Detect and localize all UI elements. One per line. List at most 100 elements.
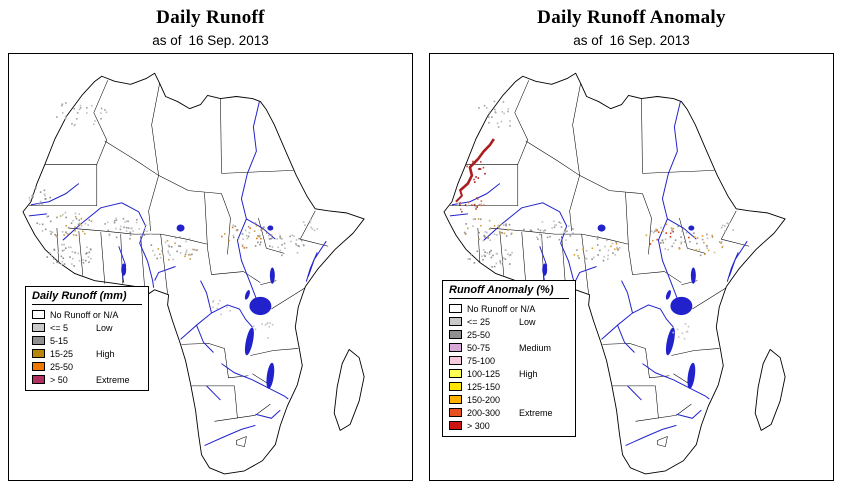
legend-entry: 5-15	[32, 334, 142, 347]
legend-range: <= 5	[50, 322, 69, 333]
runoff-speckles	[28, 102, 319, 339]
legend-entry: 75-100	[449, 354, 569, 367]
legend-qualifier: Extreme	[96, 374, 130, 385]
legend-swatch	[32, 375, 45, 384]
lake-tana	[688, 225, 695, 231]
legend-range: 5-15	[50, 335, 69, 346]
legend-entry: 150-200	[449, 393, 569, 406]
legend-qualifier: High	[96, 348, 115, 359]
legend-swatch	[449, 395, 462, 404]
legend-daily-runoff: Daily Runoff (mm) No Runoff or N/A <= 5 Lo…	[25, 286, 149, 391]
rivers	[449, 101, 748, 447]
legend-entries: No Runoff or N/A <= 25 Low 25-50 50-75 Medium…	[449, 302, 569, 432]
legend-range: > 50	[50, 374, 68, 385]
legend-swatch	[32, 310, 45, 319]
page-title: Daily Runoff Anomaly	[537, 7, 726, 28]
panel-daily-runoff: Daily Runoff as of 16 Sep. 2013	[8, 0, 413, 481]
legend-range: 75-100	[467, 355, 496, 366]
lake-chad	[176, 224, 185, 232]
legend-range: 25-50	[467, 329, 491, 340]
lakes	[121, 224, 275, 389]
runoff-speckles	[457, 100, 735, 340]
legend-title: Runoff Anomaly (%)	[449, 284, 569, 299]
subtitle-prefix: as of	[152, 33, 182, 48]
legend-range: 15-25	[50, 348, 74, 359]
map-canvas	[9, 54, 412, 480]
legend-entry: > 50 Extreme	[32, 373, 142, 386]
lake-chad	[597, 224, 606, 232]
panel-titles: Daily Runoff Anomaly as of 16 Sep. 2013	[429, 0, 834, 53]
subtitle-prefix: as of	[573, 33, 603, 48]
lakes	[542, 224, 696, 389]
legend-range: 100-125	[467, 368, 501, 379]
lake-turkana	[690, 267, 696, 284]
legend-entry: 50-75 Medium	[449, 341, 569, 354]
legend-range: No Runoff or N/A	[467, 303, 536, 314]
lake-malawi	[266, 362, 275, 389]
legend-qualifier: Extreme	[519, 407, 553, 418]
anomaly-streak	[459, 138, 495, 192]
legend-range: 125-150	[467, 381, 501, 392]
legend-entry: 25-50	[449, 328, 569, 341]
panel-titles: Daily Runoff as of 16 Sep. 2013	[8, 0, 413, 53]
africa-map	[22, 72, 365, 475]
madagascar	[333, 349, 365, 431]
legend-qualifier: Low	[96, 322, 113, 333]
legend-range: <= 25	[467, 316, 491, 327]
legend-swatch	[32, 349, 45, 358]
legend-swatch	[449, 408, 462, 417]
rivers	[28, 101, 327, 447]
legend-swatch	[449, 304, 462, 313]
legend-swatch	[449, 343, 462, 352]
lake-volta	[542, 263, 548, 276]
panel-runoff-anomaly: Daily Runoff Anomaly as of 16 Sep. 2013	[421, 0, 842, 489]
lake-tana	[267, 225, 274, 231]
legend-swatch	[449, 421, 462, 430]
legend-swatch	[32, 362, 45, 371]
legend-entry: <= 5 Low	[32, 321, 142, 334]
country-borders	[28, 80, 329, 447]
legend-range: 50-75	[467, 342, 491, 353]
legend-range: 150-200	[467, 394, 501, 405]
legend-runoff-anomaly: Runoff Anomaly (%) No Runoff or N/A <= 25…	[442, 280, 576, 437]
legend-title: Daily Runoff (mm)	[32, 290, 142, 305]
legend-qualifier: Medium	[519, 342, 552, 353]
lake-tanganyika	[665, 327, 675, 356]
legend-range: No Runoff or N/A	[50, 309, 119, 320]
legend-entry: 15-25 High	[32, 347, 142, 360]
legend-range: 25-50	[50, 361, 74, 372]
legend-entry: 200-300 Extreme	[449, 406, 569, 419]
legend-entry: No Runoff or N/A	[32, 308, 142, 321]
legend-entry: 100-125 High	[449, 367, 569, 380]
anomaly-streak	[455, 189, 463, 203]
continent-outline	[22, 72, 365, 475]
legend-swatch	[32, 336, 45, 345]
legend-entry: 25-50	[32, 360, 142, 373]
map-runoff-anomaly: Runoff Anomaly (%) No Runoff or N/A <= 25…	[429, 53, 834, 481]
page-title: Daily Runoff	[156, 7, 265, 28]
lake-malawi	[687, 362, 696, 389]
legend-entry: > 300	[449, 419, 569, 432]
subtitle-date: 16 Sep. 2013	[609, 33, 690, 48]
lake-albert	[244, 290, 250, 300]
lake-victoria	[670, 296, 693, 316]
subtitle: as of 16 Sep. 2013	[8, 33, 413, 48]
legend-entry: <= 25 Low	[449, 315, 569, 328]
legend-swatch	[449, 330, 462, 339]
madagascar	[754, 349, 786, 431]
subtitle-date: 16 Sep. 2013	[188, 33, 269, 48]
legend-swatch	[32, 323, 45, 332]
legend-swatch	[449, 369, 462, 378]
legend-swatch	[449, 356, 462, 365]
legend-entry: 125-150	[449, 380, 569, 393]
continent-outline	[443, 72, 786, 475]
subtitle: as of 16 Sep. 2013	[429, 33, 834, 48]
lake-tanganyika	[244, 327, 254, 356]
africa-map	[443, 72, 786, 475]
lake-victoria	[249, 296, 272, 316]
map-daily-runoff: Daily Runoff (mm) No Runoff or N/A <= 5 Lo…	[8, 53, 413, 481]
lake-albert	[665, 290, 671, 300]
legend-swatch	[449, 317, 462, 326]
lake-volta	[121, 263, 127, 276]
